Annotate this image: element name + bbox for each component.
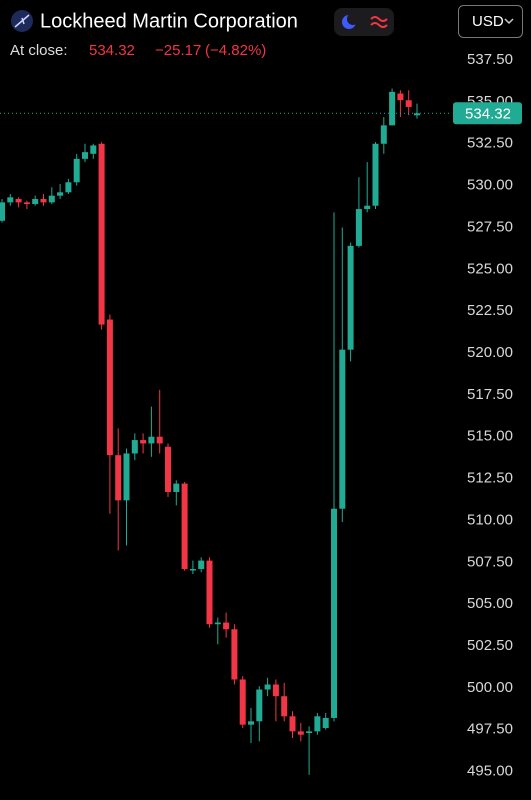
y-tick-label: 497.50 <box>467 721 513 738</box>
candle-body <box>364 205 371 210</box>
y-tick-label: 507.50 <box>467 553 513 570</box>
candle-body <box>7 197 14 203</box>
y-tick-label: 532.50 <box>467 135 513 152</box>
candle-body <box>98 143 105 325</box>
candle-body <box>248 721 254 725</box>
candle-body <box>414 113 420 116</box>
candle-body <box>73 158 80 183</box>
currency-button[interactable] <box>458 5 523 38</box>
candle-body <box>272 684 279 697</box>
candle-body <box>82 152 88 159</box>
logo-mark <box>14 14 30 28</box>
change: −25.17 <box>155 42 201 59</box>
wave-icon[interactable] <box>370 16 388 28</box>
y-tick-label: 522.50 <box>467 302 513 319</box>
candle-body <box>15 199 22 203</box>
y-tick-label: 510.00 <box>467 511 513 528</box>
candle-body <box>0 202 5 221</box>
candle-body <box>173 483 180 492</box>
candle-body <box>115 455 122 501</box>
chart-title: Lockheed Martin Corporation <box>40 10 298 32</box>
y-tick-label: 537.50 <box>467 51 513 68</box>
candle-body <box>389 91 396 126</box>
close-price: 534.32 <box>89 42 135 59</box>
candle-body <box>380 125 387 144</box>
candle-body <box>90 145 97 154</box>
candle-body <box>281 696 288 717</box>
change-pct: (−4.82%) <box>205 42 266 59</box>
candle-body <box>372 143 379 206</box>
chevron <box>504 18 514 25</box>
moon-cut <box>347 13 359 25</box>
last-price-label: 534.32 <box>465 105 511 122</box>
candle-body <box>214 622 221 625</box>
y-tick-label: 495.00 <box>467 763 513 780</box>
candle-body <box>189 568 196 571</box>
candle-body <box>405 100 412 107</box>
candle-body <box>123 453 130 501</box>
candle-body <box>314 716 321 732</box>
last-price-box <box>453 102 522 125</box>
candle-body <box>223 622 230 630</box>
candle-body <box>198 560 205 569</box>
candle-body <box>57 192 64 196</box>
close-label: At close: <box>10 42 68 59</box>
candle-body <box>239 679 246 725</box>
candle-body <box>106 319 113 456</box>
candle-body <box>231 629 238 680</box>
candle-body <box>339 349 346 509</box>
candle-body <box>32 199 39 205</box>
y-tick-label: 527.50 <box>467 218 513 235</box>
candle-body <box>306 731 313 734</box>
candle-body <box>165 446 171 492</box>
y-tick-label: 520.00 <box>467 344 513 361</box>
y-tick-label: 500.00 <box>467 679 513 696</box>
candle-body <box>347 245 354 350</box>
y-tick-label: 530.00 <box>467 177 513 194</box>
candle-body <box>48 195 55 203</box>
candle-body <box>256 689 263 722</box>
candle-body <box>206 560 213 625</box>
y-tick-label: 517.50 <box>467 386 513 403</box>
y-tick-label: 525.00 <box>467 260 513 277</box>
y-tick-label: 515.00 <box>467 428 513 445</box>
candle-body <box>131 440 138 454</box>
candle-body <box>181 483 188 569</box>
candle-body <box>289 716 296 732</box>
candle-body <box>40 199 47 203</box>
candle-body <box>156 436 163 444</box>
y-tick-label: 512.50 <box>467 470 513 487</box>
candle-body <box>355 209 362 246</box>
candle-body <box>65 182 72 193</box>
candle-body <box>140 440 147 444</box>
candle-body <box>264 684 271 690</box>
candle-body <box>148 436 155 444</box>
candle-body <box>322 717 329 729</box>
currency-label[interactable]: USD <box>472 13 504 30</box>
candle-body <box>397 93 404 101</box>
candle-body <box>331 508 337 718</box>
candle-body <box>297 731 304 735</box>
candle-body <box>23 202 30 205</box>
y-tick-label: 505.00 <box>467 595 513 612</box>
y-tick-label: 502.50 <box>467 637 513 654</box>
